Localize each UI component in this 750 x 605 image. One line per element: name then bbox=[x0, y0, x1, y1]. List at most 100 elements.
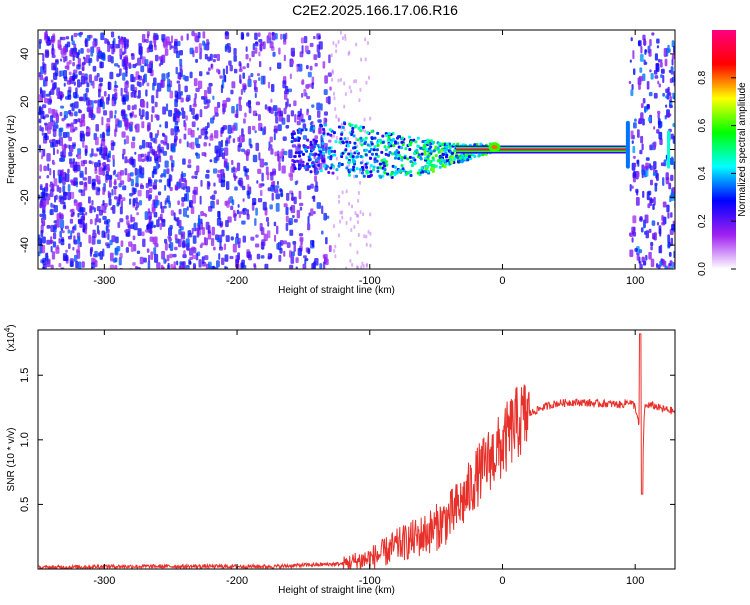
noise-cell bbox=[207, 101, 210, 108]
noise-cell bbox=[286, 98, 289, 107]
noise-cell bbox=[89, 205, 93, 212]
noise-cell bbox=[650, 258, 655, 268]
noise-cell bbox=[641, 256, 645, 263]
noise-cell bbox=[310, 208, 314, 216]
noise-cell bbox=[660, 68, 665, 74]
noise-cell bbox=[59, 157, 64, 162]
noise-cell bbox=[302, 135, 308, 140]
band-cell bbox=[406, 157, 410, 161]
noise-cell bbox=[334, 244, 337, 249]
noise-cell bbox=[185, 238, 190, 248]
noise-cell bbox=[122, 185, 127, 191]
noise-cell bbox=[289, 229, 294, 236]
noise-cell bbox=[337, 78, 340, 83]
x-tick-label: -100 bbox=[359, 275, 381, 287]
noise-cell bbox=[339, 30, 342, 35]
noise-cell bbox=[269, 204, 273, 210]
noise-cell bbox=[129, 121, 134, 126]
band-cell bbox=[307, 158, 311, 162]
noise-cell bbox=[268, 147, 271, 151]
noise-cell bbox=[203, 42, 206, 51]
noise-cell bbox=[114, 247, 119, 256]
noise-cell bbox=[670, 66, 674, 75]
noise-cell bbox=[60, 238, 65, 246]
noise-cell bbox=[258, 61, 262, 68]
noise-cell bbox=[252, 43, 256, 51]
noise-cell bbox=[127, 173, 131, 183]
noise-cell bbox=[288, 88, 293, 93]
noise-cell bbox=[653, 92, 658, 99]
noise-cell bbox=[153, 32, 156, 41]
band-cell bbox=[340, 132, 344, 136]
band-cell bbox=[437, 150, 441, 154]
noise-cell bbox=[203, 212, 206, 217]
noise-cell bbox=[355, 79, 358, 84]
noise-cell bbox=[107, 41, 111, 45]
noise-cell bbox=[318, 35, 321, 40]
noise-cell bbox=[74, 126, 78, 131]
band-cell bbox=[387, 135, 391, 139]
noise-cell bbox=[140, 153, 145, 158]
noise-cell bbox=[113, 88, 118, 92]
noise-cell bbox=[180, 231, 186, 240]
noise-cell bbox=[96, 206, 101, 212]
noise-cell bbox=[158, 155, 162, 163]
noise-cell bbox=[200, 128, 205, 136]
noise-cell bbox=[631, 226, 636, 234]
band-cell bbox=[441, 163, 445, 167]
band-cell bbox=[325, 165, 329, 169]
noise-cell bbox=[148, 142, 152, 149]
noise-cell bbox=[650, 246, 653, 251]
band-cell bbox=[372, 148, 376, 152]
noise-cell bbox=[78, 189, 83, 193]
noise-cell bbox=[213, 246, 216, 251]
noise-cell bbox=[261, 172, 264, 182]
band-cell bbox=[453, 158, 457, 162]
noise-cell bbox=[86, 35, 91, 41]
noise-cell bbox=[362, 264, 365, 269]
band-cell bbox=[423, 144, 427, 148]
band-cell bbox=[326, 132, 330, 136]
noise-cell bbox=[146, 224, 149, 231]
band-cell bbox=[429, 145, 433, 149]
band-cell bbox=[297, 136, 301, 140]
noise-cell bbox=[168, 202, 171, 209]
noise-cell bbox=[207, 41, 210, 45]
noise-cell bbox=[307, 248, 311, 255]
band-cell bbox=[307, 155, 311, 159]
noise-cell bbox=[52, 169, 55, 179]
noise-cell bbox=[192, 190, 197, 195]
noise-cell bbox=[103, 202, 108, 208]
noise-cell bbox=[236, 103, 239, 111]
noise-cell bbox=[652, 204, 655, 211]
noise-cell bbox=[83, 182, 88, 191]
noise-cell bbox=[141, 109, 145, 118]
noise-cell bbox=[42, 104, 47, 109]
noise-cell bbox=[117, 221, 121, 229]
noise-cell bbox=[119, 170, 125, 176]
noise-cell bbox=[72, 75, 78, 80]
noise-cell bbox=[153, 236, 158, 244]
noise-cell bbox=[179, 138, 182, 144]
noise-cell bbox=[662, 201, 667, 208]
noise-cell bbox=[196, 165, 200, 173]
band-cell bbox=[322, 131, 326, 135]
noise-cell bbox=[666, 112, 671, 118]
noise-cell bbox=[58, 174, 63, 183]
noise-cell bbox=[357, 198, 360, 203]
noise-cell bbox=[145, 182, 149, 189]
noise-cell bbox=[357, 213, 360, 218]
noise-cell bbox=[291, 51, 295, 57]
noise-cell bbox=[60, 58, 63, 62]
noise-cell bbox=[653, 161, 657, 170]
noise-cell bbox=[662, 74, 665, 84]
noise-cell bbox=[146, 82, 150, 87]
band-cell bbox=[293, 160, 297, 164]
band-cell bbox=[394, 171, 398, 175]
noise-cell bbox=[194, 227, 198, 231]
noise-cell bbox=[223, 147, 229, 156]
noise-cell bbox=[187, 164, 192, 169]
noise-cell bbox=[656, 173, 659, 181]
band-cell bbox=[414, 140, 418, 144]
colorbar-fill bbox=[712, 30, 736, 269]
